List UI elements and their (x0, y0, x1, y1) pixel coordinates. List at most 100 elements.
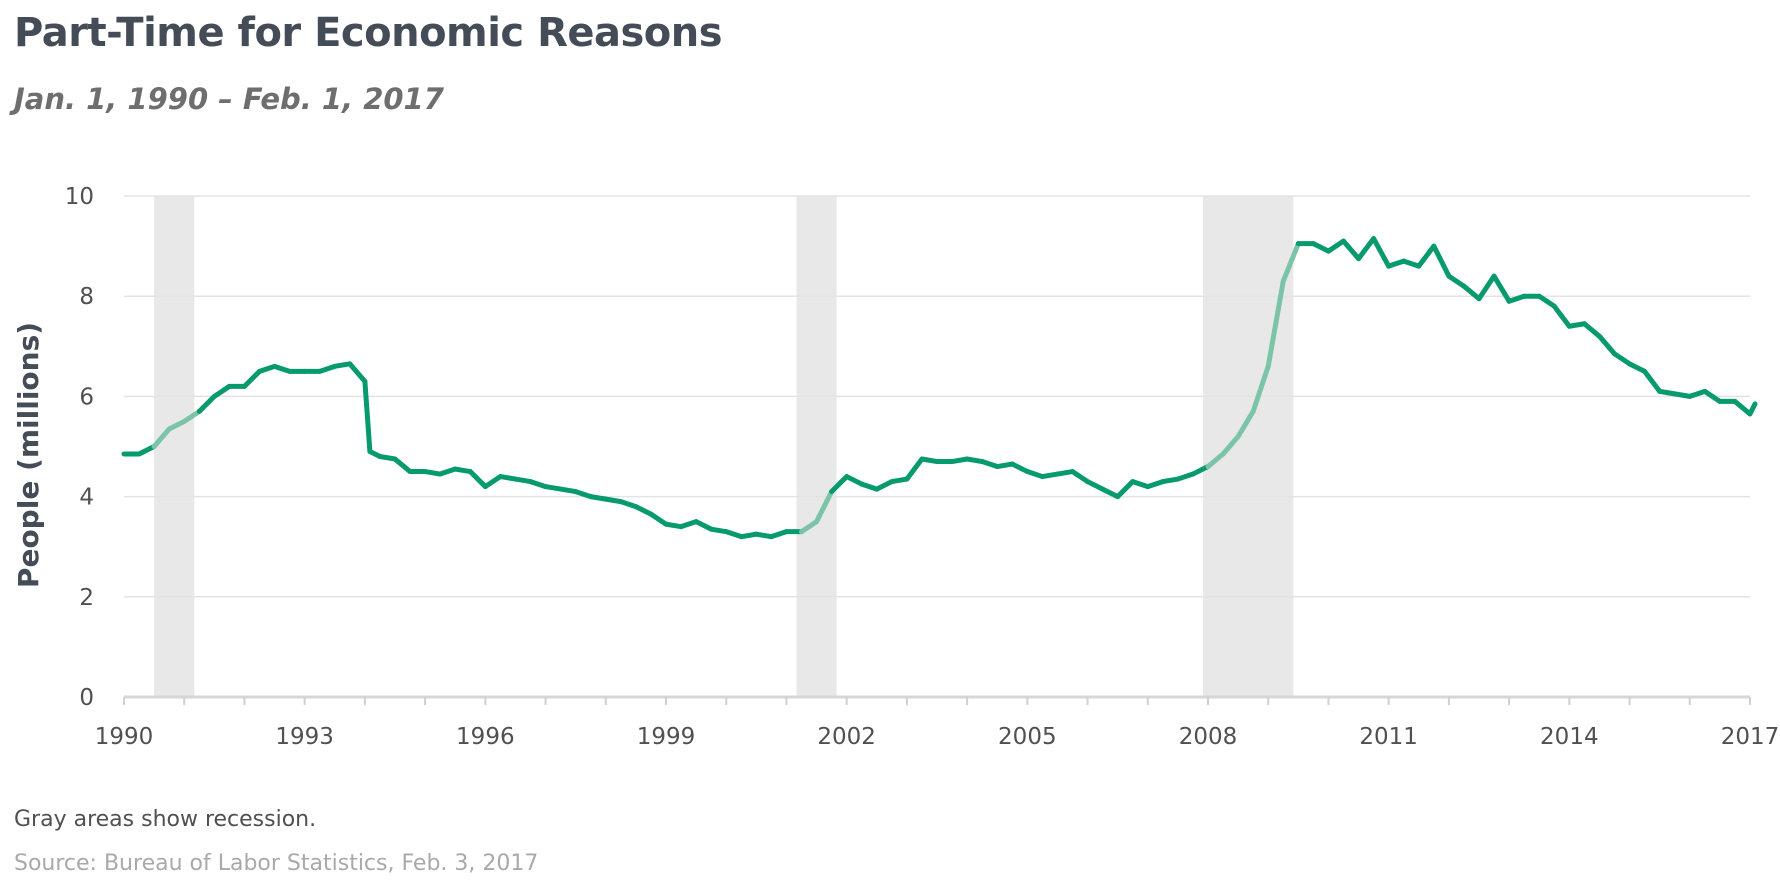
recession-band-2 (796, 196, 837, 697)
series-line-segment (1612, 351, 1633, 367)
y-tick-label: 10 (65, 184, 94, 210)
series-line-segment (482, 474, 503, 490)
series-line-segment (257, 363, 278, 374)
y-tick-label: 2 (79, 585, 94, 611)
recession-note: Gray areas show recession. (14, 807, 317, 832)
series-line-segment (994, 461, 1015, 470)
series-line-segment (1627, 361, 1648, 374)
series-line-segment (1461, 283, 1482, 302)
series-line-segment (1205, 451, 1226, 470)
series-line-segment (392, 456, 413, 475)
series-line-segment (1566, 321, 1587, 329)
series-line-segment (1070, 469, 1091, 485)
series-line-segment (241, 368, 262, 389)
series-line-segment (1386, 258, 1407, 269)
recession-band-1 (154, 196, 195, 697)
series-line-segment (136, 444, 157, 457)
y-tick-label: 0 (79, 685, 94, 711)
series-line-segment (272, 363, 293, 374)
y-tick-label: 6 (79, 384, 94, 410)
series-line-segment (753, 531, 774, 540)
series-line-segment (859, 481, 880, 492)
series-line-segment (1431, 243, 1452, 279)
series-line-segment (317, 363, 338, 374)
series-line-segment (1054, 469, 1075, 477)
series-line-segment (347, 361, 368, 384)
series-line-segment (723, 529, 744, 540)
series-line-segment (1265, 278, 1286, 369)
series-line-segment (814, 489, 835, 525)
series-line-segment (1401, 258, 1422, 269)
series-line-segment (693, 519, 714, 532)
series-line-segment (1672, 391, 1693, 399)
series-line-segment (558, 486, 579, 495)
series-line-segment (1371, 236, 1392, 269)
series-line-segment (949, 456, 970, 465)
series-line-segment (512, 476, 533, 485)
recession-shading-layer (154, 196, 1294, 697)
series-line-segment (1009, 461, 1030, 475)
series-line-segment (1446, 273, 1467, 289)
x-tick-label: 1996 (456, 724, 515, 750)
series-line-segment (663, 521, 684, 530)
x-tick-label: 1999 (637, 724, 696, 750)
series-line-segment (437, 466, 458, 477)
series-line-segment (829, 474, 850, 495)
series-line-segment (1536, 293, 1557, 309)
series-line-segment (1250, 363, 1271, 414)
series-line-segment (1115, 479, 1136, 500)
series-line-segment (1657, 388, 1678, 397)
series-line-segment (1145, 479, 1166, 490)
series-line-segment (1356, 236, 1377, 262)
series-line-segment (211, 383, 232, 399)
series-line-segment (1732, 398, 1753, 417)
x-tick-label: 2011 (1359, 724, 1418, 750)
y-tick-label: 4 (79, 485, 94, 511)
series-line-segment (377, 454, 398, 462)
x-tick-label: 2002 (817, 724, 876, 750)
series-line-segment (196, 393, 217, 414)
series-line-segment (1341, 238, 1362, 262)
recession-band-3 (1202, 196, 1294, 697)
series-line-segment (181, 408, 202, 424)
series-line-segment (603, 496, 624, 505)
series-line-segment (528, 479, 549, 490)
series-line-segment (452, 466, 473, 475)
series-line-segment (1687, 388, 1708, 399)
y-tick-label: 8 (79, 284, 94, 310)
series-line-segment (1702, 388, 1723, 404)
series-line-segment (1310, 241, 1331, 254)
series-line-segment (633, 504, 654, 517)
series-line-segment (1175, 471, 1196, 482)
series-line-segment (768, 529, 789, 540)
series-line-segment (1100, 486, 1121, 500)
chart-title: Part-Time for Economic Reasons (14, 10, 723, 56)
series-line-segment (588, 494, 609, 502)
source-citation: Source: Bureau of Labor Statistics, Feb.… (14, 851, 539, 876)
series-line-segment (889, 476, 910, 485)
x-tick-label: 1990 (95, 724, 154, 750)
y-axis-label: People (millions) (12, 322, 45, 588)
series-line-segment (1642, 368, 1663, 394)
series-line-segment (1235, 408, 1256, 439)
series-line-segment (1130, 479, 1151, 490)
x-tick-label: 2008 (1179, 724, 1238, 750)
series-line-segment (1581, 321, 1602, 339)
series-line-segment (618, 499, 639, 510)
series-line-segment (1280, 241, 1301, 284)
series-line-segment (1024, 469, 1045, 480)
series-line-segment (1325, 238, 1346, 254)
series-line-segment (708, 526, 729, 535)
series-line-segment (678, 519, 699, 530)
series-line-segment (467, 469, 488, 490)
chart-subtitle: Jan. 1, 1990 – Feb. 1, 2017 (14, 82, 444, 116)
series-line-segment (1220, 433, 1241, 457)
series-line-segment (904, 456, 925, 482)
y-axis: 0 2 4 6 8 10 (65, 184, 94, 711)
series-line-segment (1491, 273, 1512, 304)
series-line-segment (979, 459, 1000, 470)
series-layer (121, 236, 1758, 540)
series-line-segment (919, 456, 940, 465)
series-line-segment (738, 531, 759, 540)
